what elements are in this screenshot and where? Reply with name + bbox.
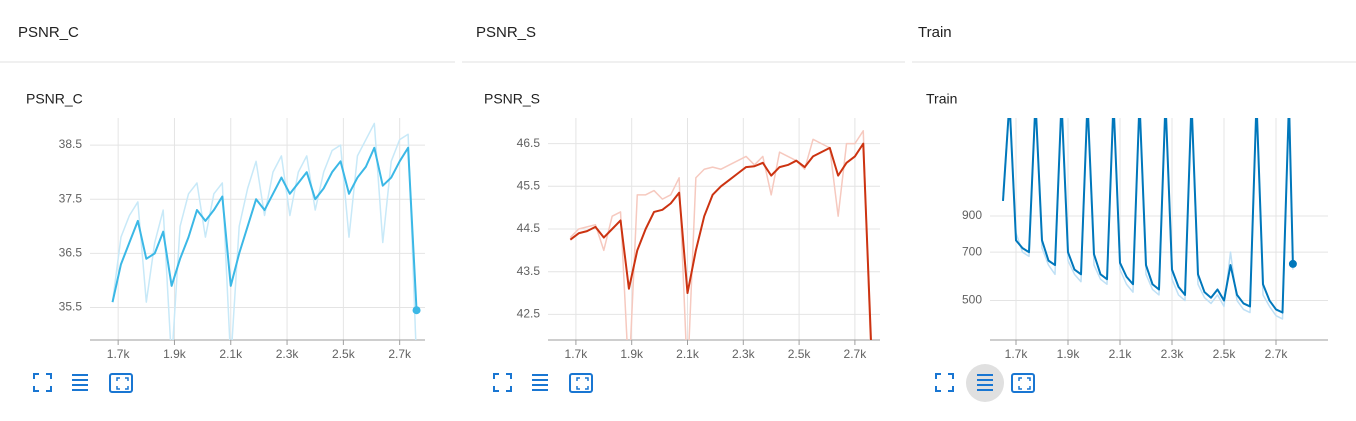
x-tick-label: 2.5k — [332, 347, 356, 361]
section-title: Train — [918, 24, 952, 41]
fullscreen-icon[interactable] — [33, 373, 52, 392]
x-tick-label: 2.5k — [788, 347, 812, 361]
last-point — [412, 306, 421, 315]
plot — [569, 130, 876, 361]
icon-highlight — [966, 364, 1004, 402]
fullscreen-icon[interactable] — [935, 373, 954, 392]
list-icon[interactable] — [532, 374, 548, 391]
list-icon[interactable] — [977, 374, 993, 391]
y-tick-label: 35.5 — [59, 300, 83, 314]
x-tick-label: 2.7k — [388, 347, 412, 361]
x-tick-label: 1.7k — [107, 347, 131, 361]
list-icon[interactable] — [72, 374, 88, 391]
x-tick-label: 2.7k — [1265, 347, 1289, 361]
y-tick-label: 44.5 — [517, 221, 541, 235]
y-tick-label: 42.5 — [517, 307, 541, 321]
y-tick-label: 45.5 — [517, 178, 541, 192]
y-tick-label: 38.5 — [59, 137, 83, 151]
x-tick-label: 2.1k — [1109, 347, 1133, 361]
section-title: PSNR_C — [18, 24, 79, 41]
y-tick-label: 46.5 — [517, 136, 541, 150]
x-tick-label: 2.3k — [276, 347, 300, 361]
x-tick-label: 1.7k — [1005, 347, 1029, 361]
chart-title: Train — [926, 91, 957, 107]
section-title: PSNR_S — [476, 24, 536, 41]
chart-title: PSNR_C — [26, 91, 83, 107]
data-line — [1002, 118, 1294, 320]
x-tick-label: 2.7k — [844, 347, 868, 361]
x-tick-label: 1.9k — [163, 347, 187, 361]
fit-icon[interactable] — [109, 373, 133, 393]
y-tick-label: 700 — [962, 244, 982, 258]
plot — [1002, 118, 1297, 320]
x-tick-label: 2.5k — [1213, 347, 1237, 361]
icons — [33, 364, 1035, 402]
data-line — [569, 142, 872, 340]
last-point — [1288, 259, 1297, 268]
fullscreen-icon[interactable] — [493, 373, 512, 392]
y-tick-label: 36.5 — [59, 246, 83, 260]
y-tick-label: 37.5 — [59, 191, 83, 205]
x-tick-label: 2.1k — [676, 347, 700, 361]
data-line — [111, 146, 418, 311]
data-line — [111, 122, 417, 340]
data-line — [1002, 118, 1294, 314]
plot — [111, 122, 421, 340]
x-tick-label: 2.1k — [219, 347, 243, 361]
x-tick-label: 2.3k — [1161, 347, 1185, 361]
y-tick-label: 500 — [962, 293, 982, 307]
x-tick-label: 2.3k — [732, 347, 756, 361]
last-point — [868, 353, 876, 361]
y-tick-label: 43.5 — [517, 264, 541, 278]
x-tick-label: 1.9k — [1057, 347, 1081, 361]
y-tick-label: 900 — [962, 208, 982, 222]
chart-title: PSNR_S — [484, 91, 540, 107]
x-tick-label: 1.7k — [565, 347, 589, 361]
fit-icon[interactable] — [1011, 373, 1035, 393]
x-tick-label: 1.9k — [620, 347, 644, 361]
fit-icon[interactable] — [569, 373, 593, 393]
data-line — [569, 130, 872, 340]
